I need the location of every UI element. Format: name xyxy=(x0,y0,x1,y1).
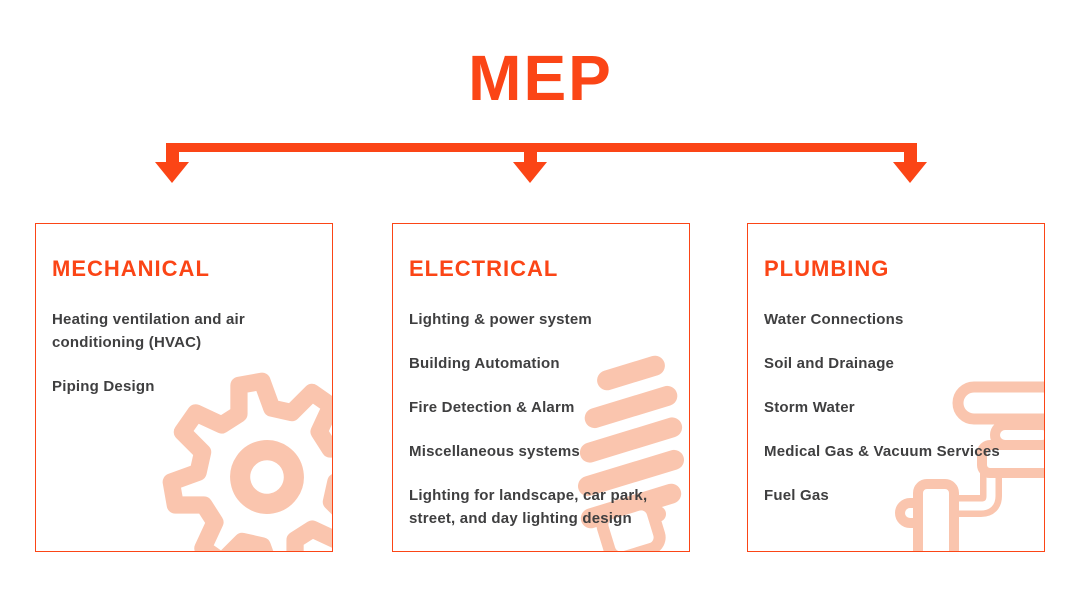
list-item: Fuel Gas xyxy=(764,487,829,504)
connector-bar xyxy=(167,143,915,152)
list-item: Building Automation xyxy=(409,355,560,372)
list-item: Storm Water xyxy=(764,399,855,416)
connector-stem-right xyxy=(904,143,917,164)
list-item: Soil and Drainage xyxy=(764,355,895,372)
list-item: Fire Detection & Alarm xyxy=(409,399,575,416)
list-item: Medical Gas & Vacuum Services xyxy=(764,443,1000,460)
card-heading: PLUMBING xyxy=(764,256,890,281)
connector-stem-left xyxy=(166,143,179,164)
gear-icon xyxy=(162,372,332,551)
list-item: Water Connections xyxy=(764,311,904,328)
category-card-plumbing: PLUMBING Water Connections Soil and Drai… xyxy=(747,223,1045,552)
list-item: Miscellaneous systems xyxy=(409,443,580,460)
pipes-icon xyxy=(895,381,1044,551)
connector-stem-center xyxy=(524,143,537,164)
list-item: Piping Design xyxy=(52,378,155,395)
list-item: Lighting for landscape, car park, street… xyxy=(409,487,648,527)
card-heading: ELECTRICAL xyxy=(409,256,559,281)
page-title: MEP xyxy=(468,42,613,114)
arrow-down-icon xyxy=(893,162,927,183)
card-heading: MECHANICAL xyxy=(52,256,210,281)
category-card-mechanical: MECHANICAL Heating ventilation and air c… xyxy=(35,223,333,552)
arrow-down-icon xyxy=(513,162,547,183)
cfl-bulb-icon xyxy=(578,355,684,551)
list-item: Lighting & power system xyxy=(409,311,592,328)
arrow-down-icon xyxy=(155,162,189,183)
category-card-electrical: ELECTRICAL Lighting & power system Build… xyxy=(392,223,690,552)
list-item: Heating ventilation and air conditioning… xyxy=(52,311,245,351)
